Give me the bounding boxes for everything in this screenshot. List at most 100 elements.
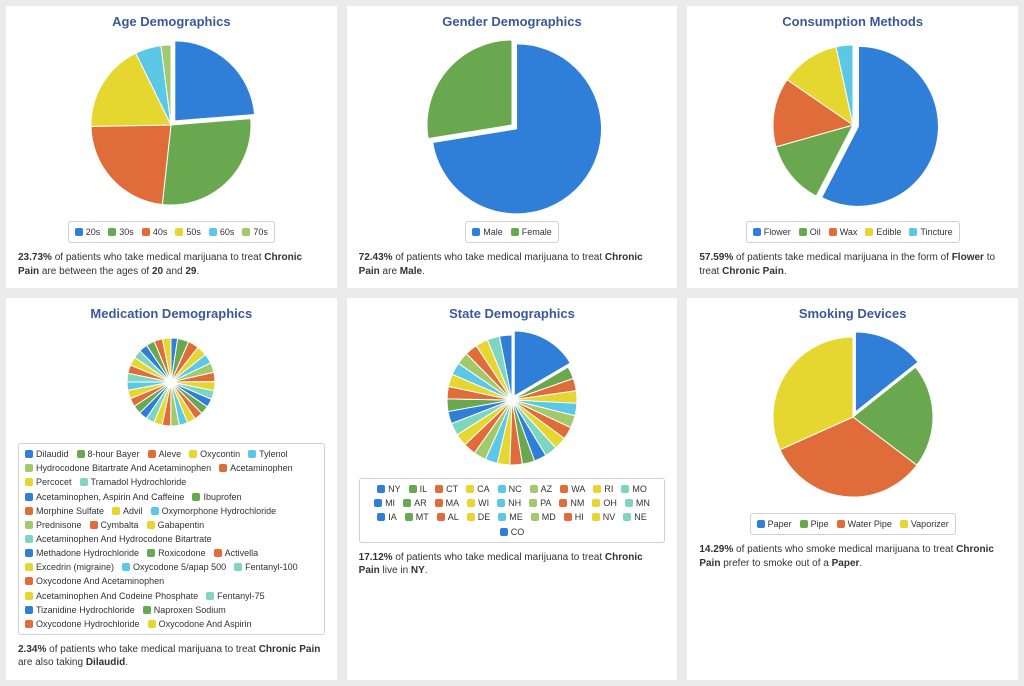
legend-label: MA: [446, 497, 460, 509]
caption-age: 23.73% of patients who take medical mari…: [18, 251, 325, 278]
card-medication: Medication DemographicsDilaudid8-hour Ba…: [6, 298, 337, 680]
legend-item[interactable]: Prednisone: [25, 519, 82, 531]
legend-item[interactable]: Oxycontin: [189, 448, 240, 460]
caption-consumption: 57.59% of patients take medical marijuan…: [699, 251, 1006, 278]
legend-label: IA: [388, 511, 397, 523]
legend-swatch: [25, 592, 33, 600]
legend-item[interactable]: WI: [467, 497, 489, 509]
legend-item[interactable]: Oxycodone And Acetaminophen: [25, 575, 164, 587]
legend-item[interactable]: Aleve: [148, 448, 182, 460]
legend-swatch: [25, 620, 33, 628]
legend-item[interactable]: Cymbalta: [90, 519, 139, 531]
legend-item[interactable]: Fentanyl-100: [234, 561, 298, 573]
legend-item[interactable]: MN: [625, 497, 650, 509]
legend-item[interactable]: Roxicodone: [147, 547, 206, 559]
legend-item[interactable]: 70s: [242, 226, 268, 238]
legend-label: Acetaminophen And Codeine Phosphate: [36, 590, 198, 602]
legend-item[interactable]: MT: [405, 511, 429, 523]
legend-item[interactable]: AR: [403, 497, 427, 509]
legend-item[interactable]: DE: [467, 511, 491, 523]
legend-item[interactable]: Oxycodone And Aspirin: [148, 618, 252, 630]
legend-item[interactable]: Water Pipe: [837, 518, 892, 530]
legend-item[interactable]: Advil: [112, 505, 143, 517]
legend-item[interactable]: ME: [498, 511, 523, 523]
legend-item[interactable]: Flower: [753, 226, 791, 238]
pie-slice-20s[interactable]: [175, 41, 255, 121]
legend-item[interactable]: Female: [511, 226, 552, 238]
legend-item[interactable]: CO: [500, 526, 525, 538]
legend-item[interactable]: NE: [623, 511, 647, 523]
legend-item[interactable]: 20s: [75, 226, 101, 238]
legend-label: NC: [509, 483, 522, 495]
legend-item[interactable]: Gabapentin: [147, 519, 205, 531]
legend-item[interactable]: CA: [466, 483, 490, 495]
legend-item[interactable]: RI: [593, 483, 613, 495]
legend-swatch: [25, 549, 33, 557]
legend-item[interactable]: Male: [472, 226, 503, 238]
chart-wrap: [699, 327, 1006, 507]
legend-item[interactable]: Oxycodone Hydrochloride: [25, 618, 140, 630]
legend-item[interactable]: 30s: [108, 226, 134, 238]
legend-item[interactable]: Tylenol: [248, 448, 288, 460]
legend-item[interactable]: MD: [531, 511, 556, 523]
legend-item[interactable]: Paper: [757, 518, 792, 530]
legend-item[interactable]: IA: [377, 511, 397, 523]
legend-label: Oxycodone And Aspirin: [159, 618, 252, 630]
legend-item[interactable]: AZ: [530, 483, 553, 495]
legend-item[interactable]: NC: [498, 483, 522, 495]
legend-item[interactable]: NY: [377, 483, 401, 495]
legend-item[interactable]: Vaporizer: [900, 518, 949, 530]
legend-item[interactable]: MI: [374, 497, 395, 509]
pie-slice-30s[interactable]: [163, 119, 252, 205]
legend-item[interactable]: NV: [592, 511, 616, 523]
legend-item[interactable]: NH: [497, 497, 521, 509]
legend-label: Dilaudid: [36, 448, 69, 460]
legend-item[interactable]: 8-hour Bayer: [77, 448, 140, 460]
legend-item[interactable]: WA: [560, 483, 585, 495]
legend-item[interactable]: Methadone Hydrochloride: [25, 547, 139, 559]
legend-item[interactable]: OH: [592, 497, 617, 509]
legend-item[interactable]: MA: [435, 497, 460, 509]
legend-item[interactable]: Acetaminophen And Codeine Phosphate: [25, 590, 198, 602]
legend-swatch: [621, 485, 629, 493]
legend-item[interactable]: 50s: [175, 226, 201, 238]
legend-swatch: [837, 520, 845, 528]
legend-label: Cymbalta: [101, 519, 139, 531]
legend-item[interactable]: Wax: [829, 226, 858, 238]
legend-item[interactable]: Acetaminophen: [219, 462, 293, 474]
legend-item[interactable]: Activella: [214, 547, 259, 559]
legend-swatch: [409, 485, 417, 493]
legend-item[interactable]: AL: [437, 511, 459, 523]
pie-slice-40s[interactable]: [91, 125, 171, 205]
legend-item[interactable]: Naproxen Sodium: [143, 604, 226, 616]
legend-swatch: [151, 507, 159, 515]
legend-item[interactable]: Edible: [865, 226, 901, 238]
legend-item[interactable]: CT: [435, 483, 458, 495]
legend-item[interactable]: Tincture: [909, 226, 952, 238]
legend-item[interactable]: Oil: [799, 226, 821, 238]
pie-slice-Female[interactable]: [427, 40, 512, 139]
legend-item[interactable]: Acetaminophen And Hydrocodone Bitartrate: [25, 533, 212, 545]
legend-item[interactable]: IL: [409, 483, 428, 495]
legend-item[interactable]: NM: [559, 497, 584, 509]
card-state: State DemographicsNYILCTCANCAZWARIMOMIAR…: [347, 298, 678, 680]
legend-item[interactable]: Tramadol Hydrochloride: [80, 476, 187, 488]
legend-item[interactable]: Pipe: [800, 518, 829, 530]
legend-item[interactable]: Ibuprofen: [192, 491, 241, 503]
legend-item[interactable]: HI: [564, 511, 584, 523]
legend-item[interactable]: Oxymorphone Hydrochloride: [151, 505, 277, 517]
legend-item[interactable]: 60s: [209, 226, 235, 238]
legend-item[interactable]: Hydrocodone Bitartrate And Acetaminophen: [25, 462, 211, 474]
legend-item[interactable]: 40s: [142, 226, 168, 238]
legend-item[interactable]: PA: [529, 497, 551, 509]
legend-item[interactable]: Percocet: [25, 476, 72, 488]
legend-item[interactable]: Fentanyl-75: [206, 590, 265, 602]
legend-item[interactable]: MO: [621, 483, 647, 495]
legend-label: Tramadol Hydrochloride: [91, 476, 187, 488]
legend-item[interactable]: Morphine Sulfate: [25, 505, 104, 517]
legend-item[interactable]: Acetaminophen, Aspirin And Caffeine: [25, 491, 184, 503]
legend-item[interactable]: Tizanidine Hydrochloride: [25, 604, 135, 616]
legend-item[interactable]: Oxycodone 5/apap 500: [122, 561, 226, 573]
legend-item[interactable]: Excedrin (migraine): [25, 561, 114, 573]
legend-item[interactable]: Dilaudid: [25, 448, 69, 460]
